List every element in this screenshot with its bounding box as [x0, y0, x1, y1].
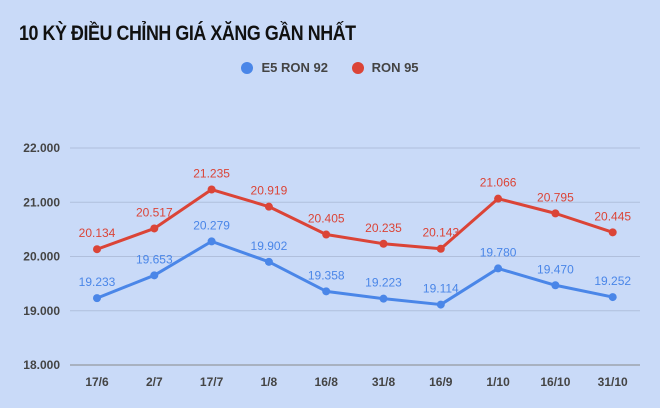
- x-tick-label: 31/10: [598, 375, 628, 389]
- chart-title: 10 KỲ ĐIỀU CHỈNH GIÁ XĂNG GẦN NHẤT: [19, 22, 356, 45]
- data-label: 19.780: [480, 245, 517, 259]
- data-label: 20.445: [594, 209, 631, 223]
- data-label: 19.653: [136, 252, 173, 266]
- legend-label: RON 95: [371, 60, 419, 75]
- x-tick-label: 16/8: [315, 375, 339, 389]
- legend-item-e5: E5 RON 92: [241, 60, 328, 75]
- data-point: [150, 271, 159, 280]
- legend: E5 RON 92 RON 95: [0, 60, 660, 77]
- data-point: [322, 287, 331, 296]
- data-label: 21.066: [480, 176, 517, 190]
- data-point: [436, 300, 445, 309]
- y-tick-label: 22.000: [23, 141, 60, 155]
- data-point: [551, 209, 560, 218]
- data-point: [436, 244, 445, 253]
- data-point: [150, 224, 159, 233]
- legend-dot-icon: [241, 61, 254, 74]
- y-tick-label: 20.000: [23, 250, 60, 264]
- data-point: [494, 264, 503, 273]
- data-label: 19.233: [79, 275, 116, 289]
- data-label: 19.114: [423, 282, 459, 296]
- y-tick-label: 18.000: [23, 358, 60, 372]
- x-tick-label: 2/7: [146, 375, 163, 389]
- data-label: 19.252: [594, 274, 631, 288]
- data-label: 20.795: [537, 190, 574, 204]
- data-point: [322, 230, 331, 239]
- x-tick-label: 17/7: [200, 375, 224, 389]
- x-tick-label: 31/8: [372, 375, 396, 389]
- data-label: 20.143: [422, 226, 459, 240]
- series-line: [96, 188, 614, 251]
- data-label: 21.235: [193, 167, 230, 181]
- data-point: [93, 245, 101, 254]
- series-line: [96, 239, 614, 307]
- x-tick-label: 16/9: [429, 375, 453, 389]
- data-label: 19.470: [537, 262, 574, 276]
- x-tick-label: 1/8: [261, 375, 278, 389]
- data-label: 19.902: [251, 239, 288, 253]
- data-label: 19.358: [308, 268, 345, 282]
- data-label: 19.223: [365, 276, 402, 290]
- legend-item-ron95: RON 95: [351, 60, 419, 75]
- data-label: 20.517: [136, 205, 173, 219]
- data-point: [379, 294, 388, 303]
- data-point: [264, 202, 273, 211]
- y-tick-label: 19.000: [23, 304, 60, 318]
- x-tick-label: 16/10: [540, 375, 570, 389]
- y-tick-label: 21.000: [23, 195, 60, 209]
- x-tick-label: 1/10: [486, 375, 510, 389]
- data-point: [93, 294, 101, 303]
- data-point: [207, 237, 216, 246]
- data-label: 20.919: [251, 184, 288, 198]
- data-point: [494, 194, 503, 203]
- data-label: 20.279: [193, 218, 230, 232]
- data-point: [207, 185, 216, 194]
- data-label: 20.235: [365, 221, 402, 235]
- data-label: 20.405: [308, 212, 345, 226]
- data-point: [379, 239, 388, 248]
- data-point: [264, 257, 273, 266]
- x-tick-label: 17/6: [85, 375, 109, 389]
- data-point: [608, 228, 617, 237]
- data-point: [608, 293, 617, 302]
- data-label: 20.134: [79, 226, 116, 240]
- legend-dot-icon: [351, 61, 364, 74]
- data-point: [551, 281, 560, 290]
- legend-label: E5 RON 92: [261, 60, 328, 75]
